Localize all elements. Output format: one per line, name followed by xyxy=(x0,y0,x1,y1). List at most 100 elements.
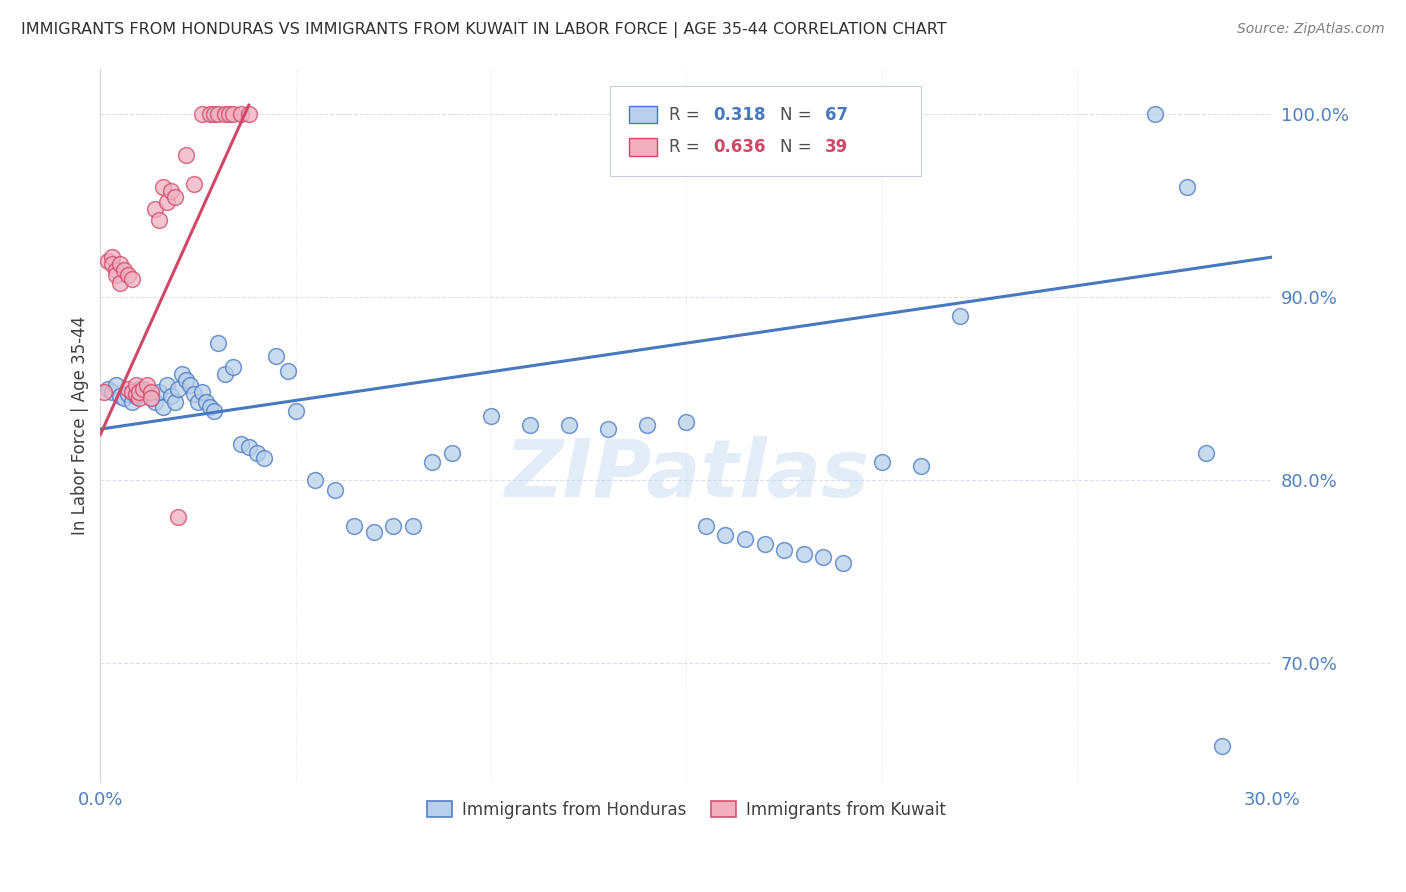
Point xyxy=(104,378,127,392)
Point xyxy=(382,519,405,533)
Point xyxy=(264,349,287,363)
Point xyxy=(128,391,150,405)
Point xyxy=(124,378,146,392)
Point xyxy=(132,382,155,396)
Point xyxy=(112,263,135,277)
Point xyxy=(148,213,170,227)
Text: ZIPatlas: ZIPatlas xyxy=(503,436,869,515)
Text: R =: R = xyxy=(669,106,704,124)
Point xyxy=(402,519,425,533)
Point xyxy=(139,385,162,400)
Point xyxy=(121,394,143,409)
Text: Source: ZipAtlas.com: Source: ZipAtlas.com xyxy=(1237,22,1385,37)
Point xyxy=(167,382,190,396)
FancyBboxPatch shape xyxy=(610,87,921,176)
Point xyxy=(117,387,139,401)
Point xyxy=(143,394,166,409)
Point xyxy=(198,400,221,414)
Point xyxy=(246,446,269,460)
Point xyxy=(176,147,198,161)
Point xyxy=(128,382,150,396)
Point xyxy=(101,385,124,400)
Point xyxy=(284,404,307,418)
Point xyxy=(97,253,120,268)
Point xyxy=(558,418,581,433)
Point xyxy=(117,268,139,283)
FancyBboxPatch shape xyxy=(628,106,657,123)
Point xyxy=(101,250,124,264)
Point xyxy=(139,391,162,405)
Point xyxy=(1195,446,1218,460)
Point xyxy=(183,387,205,401)
Point xyxy=(124,389,146,403)
Point xyxy=(222,107,245,121)
Point xyxy=(479,409,502,424)
Point xyxy=(343,519,366,533)
Point xyxy=(159,184,181,198)
Point xyxy=(139,391,162,405)
Text: 0.636: 0.636 xyxy=(713,138,766,156)
Point xyxy=(714,528,737,542)
Point xyxy=(121,385,143,400)
Point xyxy=(112,391,135,405)
Point xyxy=(222,359,245,374)
Point xyxy=(207,336,229,351)
Point xyxy=(214,367,236,381)
Point xyxy=(598,422,620,436)
Point xyxy=(172,367,194,381)
Y-axis label: In Labor Force | Age 35-44: In Labor Force | Age 35-44 xyxy=(72,316,89,535)
Point xyxy=(695,519,717,533)
Point xyxy=(202,107,225,121)
Point xyxy=(163,394,186,409)
Point xyxy=(152,180,174,194)
Point xyxy=(754,537,776,551)
Point xyxy=(187,394,209,409)
Text: 67: 67 xyxy=(825,106,848,124)
Point xyxy=(519,418,541,433)
Point xyxy=(218,107,240,121)
Text: 39: 39 xyxy=(825,138,848,156)
Point xyxy=(304,474,326,488)
Point xyxy=(323,483,346,497)
Point xyxy=(793,547,815,561)
Point xyxy=(179,378,201,392)
Point xyxy=(831,556,853,570)
Point xyxy=(136,378,159,392)
Text: 0.318: 0.318 xyxy=(713,106,766,124)
Point xyxy=(229,436,252,450)
Point xyxy=(229,107,252,121)
Point xyxy=(143,202,166,217)
FancyBboxPatch shape xyxy=(628,138,657,155)
Point xyxy=(363,524,385,539)
Text: IMMIGRANTS FROM HONDURAS VS IMMIGRANTS FROM KUWAIT IN LABOR FORCE | AGE 35-44 CO: IMMIGRANTS FROM HONDURAS VS IMMIGRANTS F… xyxy=(21,22,946,38)
Point xyxy=(194,394,217,409)
Point xyxy=(136,387,159,401)
Point xyxy=(440,446,463,460)
Point xyxy=(277,363,299,377)
Point xyxy=(97,382,120,396)
Text: N =: N = xyxy=(780,138,817,156)
Point xyxy=(167,510,190,524)
Point xyxy=(198,107,221,121)
Point xyxy=(636,418,658,433)
Point xyxy=(121,272,143,286)
Point xyxy=(176,373,198,387)
Point xyxy=(773,542,796,557)
Point xyxy=(101,257,124,271)
Point xyxy=(108,389,131,403)
Point xyxy=(124,387,146,401)
Point xyxy=(156,378,179,392)
Point xyxy=(104,263,127,277)
Point xyxy=(93,385,115,400)
Point xyxy=(152,400,174,414)
Point xyxy=(163,189,186,203)
Point xyxy=(202,404,225,418)
Point xyxy=(1211,739,1233,753)
Point xyxy=(675,415,697,429)
Point xyxy=(214,107,236,121)
Point xyxy=(132,384,155,398)
Point xyxy=(108,276,131,290)
Point xyxy=(191,385,214,400)
Text: N =: N = xyxy=(780,106,817,124)
Point xyxy=(128,385,150,400)
